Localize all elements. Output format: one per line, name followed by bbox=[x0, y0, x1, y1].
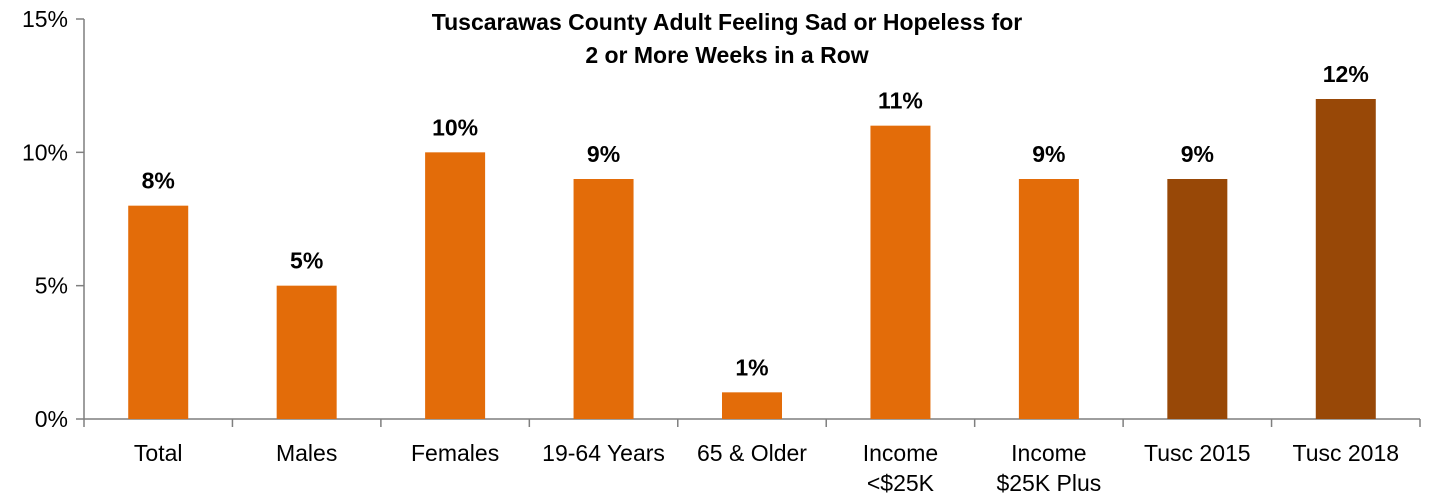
category-labels: Total Males Females 19-64 Years 65 & Older In… bbox=[134, 440, 1399, 496]
chart-title-line-1: Tuscarawas County Adult Feeling Sad or H… bbox=[432, 9, 1022, 35]
category-label: <$25K bbox=[867, 470, 935, 496]
y-axis: 0% 5% 10% 15% bbox=[22, 6, 85, 432]
bar bbox=[1315, 99, 1376, 419]
category-label: 65 & Older bbox=[697, 440, 807, 466]
category-label: $25K Plus bbox=[996, 470, 1101, 496]
bar bbox=[276, 285, 337, 419]
data-label: 10% bbox=[432, 114, 478, 140]
category-label: Total bbox=[134, 440, 183, 466]
bar bbox=[573, 179, 634, 419]
bar bbox=[128, 205, 189, 419]
bars bbox=[128, 99, 1376, 420]
category-label: Males bbox=[276, 440, 337, 466]
bar bbox=[1018, 179, 1079, 419]
y-tick-label: 0% bbox=[35, 406, 68, 432]
y-tick-label: 15% bbox=[22, 6, 68, 32]
bar bbox=[722, 392, 782, 419]
category-label: 19-64 Years bbox=[542, 440, 665, 466]
category-label: Income bbox=[863, 440, 938, 466]
data-label: 9% bbox=[1181, 141, 1214, 167]
chart-title-line-2: 2 or More Weeks in a Row bbox=[585, 42, 868, 68]
data-label: 9% bbox=[587, 141, 620, 167]
category-label: Tusc 2018 bbox=[1293, 440, 1400, 466]
data-labels: 8% 5% 10% 9% 1% 11% 9% 9% 12% bbox=[142, 61, 1369, 380]
x-axis bbox=[83, 418, 1421, 427]
data-label: 12% bbox=[1323, 61, 1369, 87]
bar bbox=[425, 152, 486, 420]
y-tick-label: 10% bbox=[22, 139, 68, 165]
category-label: Females bbox=[411, 440, 499, 466]
data-label: 8% bbox=[142, 168, 175, 194]
category-label: Income bbox=[1011, 440, 1086, 466]
data-label: 1% bbox=[735, 354, 768, 380]
y-tick-label: 5% bbox=[35, 273, 68, 299]
data-label: 9% bbox=[1032, 141, 1065, 167]
category-label: Tusc 2015 bbox=[1144, 440, 1251, 466]
bar bbox=[870, 125, 931, 420]
bar bbox=[1167, 179, 1228, 419]
data-label: 11% bbox=[878, 88, 923, 114]
data-label: 5% bbox=[290, 248, 323, 274]
